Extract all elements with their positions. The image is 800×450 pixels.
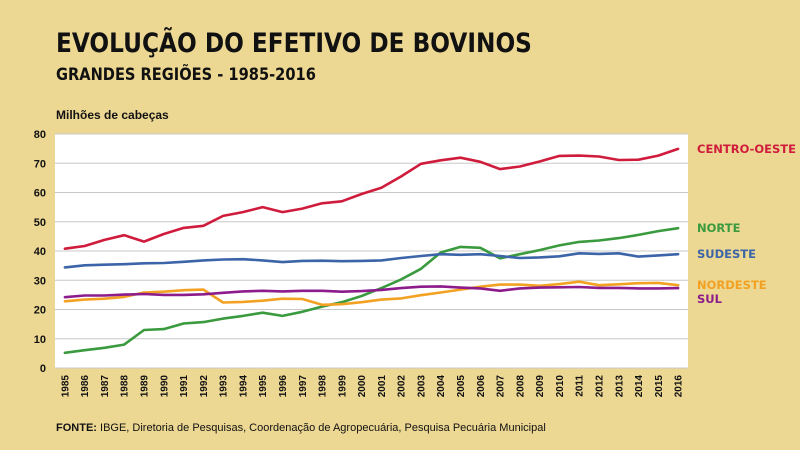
source-note: FONTE: IBGE, Diretoria de Pesquisas, Coo… [56,422,546,434]
y-tick-label: 10 [34,334,46,346]
x-tick-label: 1997 [298,375,309,398]
x-tick-label: 1998 [318,375,329,398]
legend-label-sul: SUL [697,292,723,306]
x-tick-label: 2001 [377,375,388,398]
series-line-norte [63,226,680,355]
x-tick-label: 2008 [515,375,526,398]
y-tick-label: 50 [34,217,46,229]
series-line-sul [63,285,680,299]
x-tick-label: 1986 [80,375,91,398]
chart-subtitle: GRANDES REGIÕES - 1985-2016 [56,65,316,85]
series-line-centro-oeste [63,147,680,250]
x-tick-label: 1988 [120,375,131,398]
x-tick-label: 1991 [179,375,190,398]
x-tick-label: 1989 [140,375,151,398]
source-label: FONTE: [56,422,97,434]
x-tick-label: 1985 [60,375,71,398]
x-tick-label: 2013 [614,375,625,398]
series-line-nordeste [63,280,680,307]
y-tick-label: 20 [34,305,46,317]
x-tick-label: 2016 [674,375,685,398]
x-tick-label: 2004 [436,375,447,398]
legend-label-centro-oeste: CENTRO-OESTE [697,142,796,156]
x-tick-label: 1999 [337,375,348,398]
y-axis-label: Milhões de cabeças [56,108,169,122]
x-tick-label: 2014 [634,375,645,398]
y-tick-label: 30 [34,275,46,287]
x-tick-label: 2012 [594,375,605,398]
series-line-sudeste [63,252,680,269]
x-tick-label: 2000 [357,375,368,398]
x-tick-label: 2011 [575,375,586,397]
x-tick-label: 2003 [416,375,427,398]
y-tick-label: 70 [34,158,46,170]
legend-label-sudeste: SUDESTE [697,247,756,261]
legend-label-norte: NORTE [697,221,741,235]
x-tick-label: 1987 [100,375,111,398]
x-tick-label: 1995 [258,375,269,398]
x-tick-label: 2005 [456,375,467,398]
y-tick-label: 0 [40,363,46,375]
x-tick-label: 2006 [476,375,487,398]
y-tick-label: 80 [34,129,46,141]
x-tick-label: 1990 [159,375,170,398]
x-tick-label: 2015 [654,375,665,398]
chart-title: EVOLUÇÃO DO EFETIVO DE BOVINOS [56,28,532,59]
source-text: IBGE, Diretoria de Pesquisas, Coordenaçã… [96,422,546,434]
legend-label-nordeste: NORDESTE [697,278,767,292]
x-tick-label: 1993 [219,375,230,398]
x-tick-label: 2010 [555,375,566,398]
x-tick-label: 2002 [397,375,408,398]
x-tick-label: 2007 [496,375,507,398]
x-tick-label: 1994 [238,375,249,398]
y-tick-label: 60 [34,188,46,200]
x-tick-label: 1996 [278,375,289,398]
y-tick-label: 40 [34,246,46,258]
x-tick-label: 2009 [535,375,546,398]
x-tick-label: 1992 [199,375,210,398]
